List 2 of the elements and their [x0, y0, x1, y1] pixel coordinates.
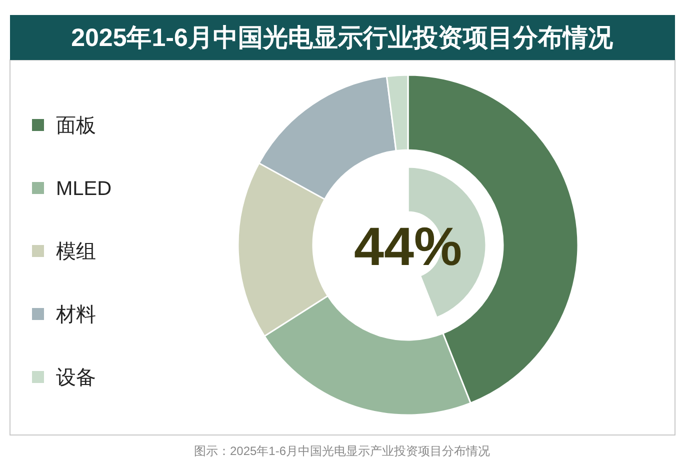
caption: 图示：2025年1-6月中国光电显示产业投资项目分布情况 [194, 444, 490, 458]
title: 2025年1-6月中国光电显示行业投资项目分布情况 [71, 24, 613, 52]
